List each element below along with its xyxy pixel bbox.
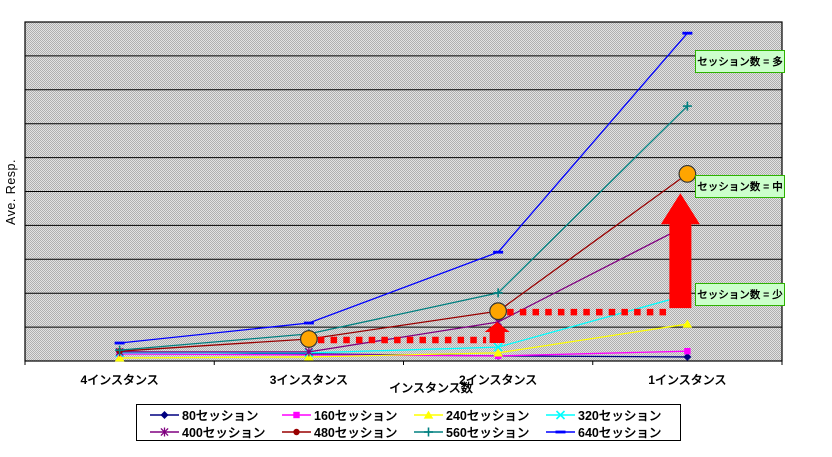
series-marker-plus — [493, 288, 503, 298]
highlight-circle — [678, 164, 697, 183]
x-tick-label-0: 4インスタンス — [80, 373, 159, 387]
legend-label: 560セッション — [446, 426, 530, 440]
series-marker-square — [293, 411, 300, 418]
legend-item-5: 480セッション — [282, 424, 414, 440]
series-line-3 — [119, 294, 688, 354]
legend-item-2: 240セッション — [414, 407, 546, 423]
series-marker-triangle — [304, 352, 314, 361]
red-up-arrow — [484, 322, 510, 344]
legend-item-1: 160セッション — [282, 407, 414, 423]
series-marker-asterisk — [160, 427, 169, 436]
legend-marker-icon — [150, 410, 179, 419]
series-marker-diamond — [160, 410, 169, 419]
red-up-arrow — [660, 193, 700, 309]
series-line-4 — [119, 224, 688, 353]
legend-item-4: 400セッション — [150, 424, 282, 440]
legend-marker-icon — [282, 411, 311, 418]
annotation-label-0: セッション数 = 多 — [695, 50, 785, 73]
series-marker-circle — [293, 428, 300, 435]
series-marker-triangle — [423, 410, 434, 419]
series-marker-square — [684, 347, 691, 355]
x-axis-title: インスタンス数 — [389, 381, 473, 395]
series-line-2 — [119, 323, 688, 359]
legend-item-7: 640セッション — [546, 424, 678, 440]
series-marker-plus — [115, 345, 125, 355]
legend: 80セッション 160セッション 240セッション 320セッション 400セッション 4… — [136, 404, 681, 441]
series-marker-plus — [424, 427, 433, 436]
series-marker-x — [493, 342, 503, 352]
x-tick-label-2: 2インスタンス — [459, 373, 538, 387]
legend-label: 640セッション — [578, 426, 662, 440]
legend-item-3: 320セッション — [546, 407, 678, 423]
legend-label: 480セッション — [314, 426, 398, 440]
series-line-7 — [119, 32, 688, 344]
series-marker-x — [555, 409, 566, 420]
legend-label: 240セッション — [446, 409, 530, 423]
legend-marker-icon — [150, 427, 179, 436]
annotation-label-1: セッション数 = 中 — [695, 175, 785, 199]
series-line-5 — [119, 173, 688, 352]
series-marker-asterisk — [304, 347, 313, 357]
x-tick-label-3: 1インスタンス — [648, 373, 727, 387]
annotation-label-2: セッション数 = 少 — [695, 282, 785, 306]
series-2 — [114, 319, 693, 362]
series-marker-diamond — [683, 352, 692, 361]
series-marker-plus — [682, 101, 692, 111]
legend-label: 80セッション — [182, 409, 259, 423]
legend-label: 160セッション — [314, 409, 398, 423]
legend-item-0: 80セッション — [150, 407, 282, 423]
series-marker-triangle — [682, 319, 693, 328]
x-tick-label-1: 3インスタンス — [269, 373, 348, 387]
legend-label: 400セッション — [182, 426, 266, 440]
series-line-6 — [119, 105, 688, 351]
legend-marker-icon — [546, 409, 575, 420]
legend-marker-icon — [414, 410, 443, 419]
highlight-circle — [489, 302, 508, 321]
series-marker-triangle — [114, 353, 125, 362]
y-axis-title: Ave. Resp. — [4, 159, 18, 225]
legend-marker-icon — [282, 428, 311, 435]
series-marker-triangle — [493, 348, 503, 357]
legend-label: 320セッション — [578, 409, 662, 423]
highlight-circle — [299, 330, 318, 348]
legend-marker-icon — [546, 430, 575, 433]
legend-marker-icon — [414, 427, 443, 436]
series-7 — [114, 31, 693, 345]
series-6 — [115, 101, 692, 355]
legend-item-6: 560セッション — [414, 424, 546, 440]
